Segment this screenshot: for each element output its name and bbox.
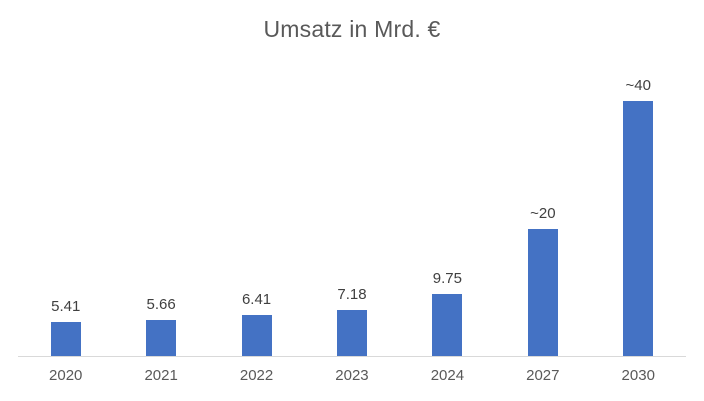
bar-group: 5.66: [113, 60, 208, 356]
bar-group: 5.41: [18, 60, 113, 356]
bar-value-label: 6.41: [241, 291, 272, 308]
plot-area: 5.41 5.66 6.41 7.18 9.75 ~20 ~40: [18, 60, 686, 356]
bar: [50, 322, 81, 356]
bar-group: ~40: [591, 60, 686, 356]
x-tick-label: 2027: [526, 367, 560, 384]
x-axis-line: [18, 356, 686, 357]
bar-value-label: ~20: [530, 205, 556, 222]
x-tick-label: 2020: [49, 367, 83, 384]
bar-group: 6.41: [209, 60, 304, 356]
bars-container: 5.41 5.66 6.41 7.18 9.75 ~20 ~40: [18, 60, 686, 356]
bar-group: ~20: [495, 60, 590, 356]
bar: [527, 229, 558, 356]
x-tick-label: 2023: [335, 367, 369, 384]
bar-value-label: 5.41: [51, 298, 81, 315]
x-axis-tick-labels: 2020 2021 2022 2023 2024 2027 2030: [18, 367, 686, 384]
bar: [336, 310, 367, 356]
bar: [623, 101, 654, 356]
bar: [146, 320, 177, 356]
x-tick-label: 2030: [621, 367, 655, 384]
bar-group: 9.75: [400, 60, 495, 356]
bar-group: 7.18: [304, 60, 399, 356]
bar-value-label: 7.18: [337, 286, 367, 303]
x-tick-label: 2022: [239, 367, 274, 384]
bar: [432, 294, 463, 356]
bar-value-label: 9.75: [432, 270, 462, 287]
x-tick-label: 2021: [144, 367, 178, 384]
bar-value-label: 5.66: [146, 296, 176, 313]
bar: [241, 315, 272, 356]
x-tick-label: 2024: [430, 367, 465, 384]
bar-value-label: ~40: [625, 77, 651, 94]
chart-title: Umsatz in Mrd. €: [263, 16, 441, 42]
